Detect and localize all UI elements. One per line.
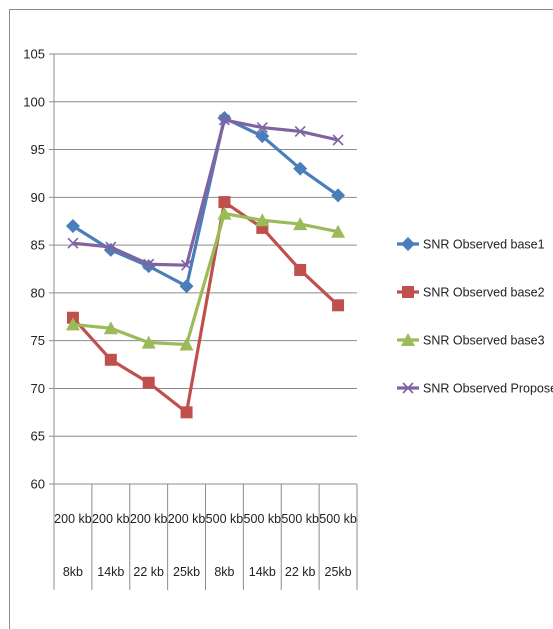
y-tick-label: 85 (31, 238, 45, 253)
data-point (142, 376, 155, 389)
legend-item: SNR Observed base2 (397, 286, 545, 300)
x-tick-label: 200 kb (130, 512, 168, 526)
legend-marker (401, 237, 415, 251)
x-tick-sublabel: 14kb (97, 565, 124, 579)
x-marker-stroke (402, 382, 414, 394)
x-marker-stroke (294, 125, 306, 137)
data-point (143, 258, 155, 270)
x-tick-sublabel: 8kb (214, 565, 234, 579)
data-point (294, 263, 307, 276)
series-2 (66, 196, 345, 419)
data-point (218, 196, 231, 209)
data-point (65, 317, 80, 331)
y-tick-label: 70 (31, 381, 45, 396)
x-marker-stroke (143, 258, 155, 270)
data-point (293, 217, 308, 231)
y-tick-label: 105 (23, 47, 45, 62)
data-point (179, 337, 194, 351)
data-point (218, 114, 231, 126)
x-tick-sublabel: 25kb (173, 565, 200, 579)
data-point (331, 224, 346, 238)
x-tick-label: 200 kb (168, 512, 206, 526)
y-tick-label: 65 (31, 429, 45, 444)
x-tick-sublabel: 22 kb (133, 565, 164, 579)
x-tick-label: 500 kb (319, 512, 357, 526)
x-tick-sublabel: 25kb (325, 565, 352, 579)
data-point (180, 259, 193, 271)
legend-item: SNR Observed base1 (397, 237, 545, 252)
series-3 (65, 206, 346, 351)
x-tick-label: 500 kb (244, 512, 282, 526)
chart-frame (9, 9, 553, 629)
legend-item: SNR Observed Proposed (397, 382, 553, 396)
legend-marker (401, 333, 415, 346)
x-marker-stroke (332, 134, 344, 146)
x-tick-label: 500 kb (206, 512, 244, 526)
x-marker-stroke (105, 241, 117, 253)
data-point (67, 237, 79, 249)
x-tick-label: 500 kb (281, 512, 319, 526)
legend-label: SNR Observed base2 (423, 286, 545, 300)
data-point (65, 219, 80, 233)
series-line (72, 116, 339, 288)
legend-label: SNR Observed Proposed (423, 382, 553, 396)
data-point (332, 134, 344, 146)
x-marker-stroke (67, 237, 79, 249)
x-tick-sublabel: 22 kb (285, 565, 316, 579)
x-tick-sublabel: 8kb (63, 565, 83, 579)
series-line (72, 211, 339, 347)
y-tick-label: 75 (31, 333, 45, 348)
legend-marker (402, 382, 414, 394)
legend-item: SNR Observed base3 (397, 333, 545, 348)
y-tick-label: 100 (23, 94, 45, 109)
legend-marker (402, 286, 414, 298)
data-point (293, 161, 308, 176)
data-point (256, 122, 268, 134)
x-tick-sublabel: 14kb (249, 565, 276, 579)
data-point (179, 279, 194, 294)
data-point (141, 335, 156, 349)
data-point (255, 213, 270, 227)
gridlines (54, 53, 357, 485)
x-marker-stroke (180, 259, 193, 271)
x-tick-label: 200 kb (54, 512, 92, 526)
legend-label: SNR Observed base1 (423, 238, 545, 252)
data-point (217, 206, 232, 220)
x-marker-stroke (256, 122, 268, 134)
x-marker-stroke (218, 114, 231, 126)
x-tick-label: 200 kb (92, 512, 130, 526)
y-tick-label: 80 (31, 285, 45, 300)
data-point (255, 129, 270, 144)
data-point (331, 188, 346, 203)
data-point (332, 299, 345, 312)
data-point (103, 321, 118, 335)
legend: SNR Observed base1 SNR Observed base2 SNR … (397, 237, 553, 396)
data-point (104, 353, 117, 366)
y-tick-label: 95 (31, 142, 45, 157)
series-line (71, 200, 340, 414)
axes: 60 65 70 75 80 85 90 95 100 105 200 kb 8kb 200 kb 14k… (23, 47, 358, 590)
series-line (72, 118, 339, 267)
y-tick-label: 90 (31, 190, 45, 205)
data-point (105, 241, 117, 253)
y-tick-label: 60 (31, 477, 45, 492)
legend-label: SNR Observed base3 (423, 334, 545, 348)
series-4 (67, 114, 344, 271)
data-point (180, 406, 193, 419)
data-point (294, 125, 306, 137)
